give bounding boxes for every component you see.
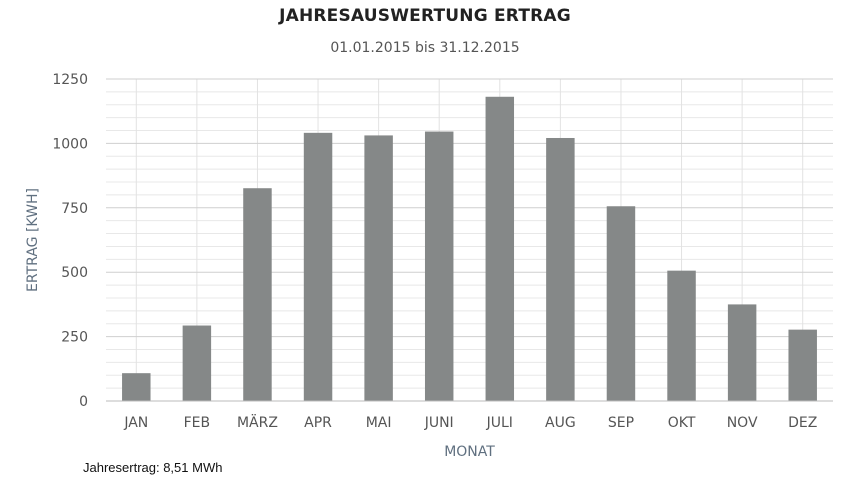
y-tick-label: 250 [61,330,88,346]
bar-aug [546,137,575,401]
chart-subtitle: 01.01.2015 bis 31.12.2015 [330,40,520,56]
x-axis-title: MONAT [444,444,495,460]
x-tick-label: NOV [727,415,758,431]
x-tick-label: SEP [608,415,634,431]
y-tick-label: 500 [61,265,88,281]
y-tick-label: 1250 [52,72,88,88]
bar-sep [606,206,636,401]
bar-apr [303,132,333,402]
bar-juli [485,96,515,401]
bar-mai [364,135,393,401]
x-tick-label: JUNI [424,415,454,431]
x-tick-label: MÄRZ [237,413,278,431]
x-tick-label: MAI [366,415,392,431]
bar-nov [727,304,757,401]
y-axis-title: ERTRAG [KWH] [25,188,41,292]
x-tick-label: JULI [486,415,513,431]
x-tick-label: AUG [545,415,576,431]
x-tick-label: FEB [184,415,211,431]
annual-total: Jahresertrag: 8,51 MWh [83,460,223,475]
bar-juni [424,131,454,401]
x-tick-label: APR [304,415,332,431]
bar-märz [243,188,272,401]
bar-jan [122,373,151,401]
y-tick-label: 750 [61,201,88,217]
x-tick-label: DEZ [788,415,817,431]
bar-feb [182,325,212,401]
y-tick-label: 0 [79,394,88,410]
bar-okt [667,270,696,401]
x-tick-label: JAN [123,415,148,431]
bar-dez [788,329,817,401]
chart-title: JAHRESAUSWERTUNG ERTRAG [279,6,571,26]
y-tick-label: 1000 [52,136,88,152]
x-tick-label: OKT [668,415,696,431]
